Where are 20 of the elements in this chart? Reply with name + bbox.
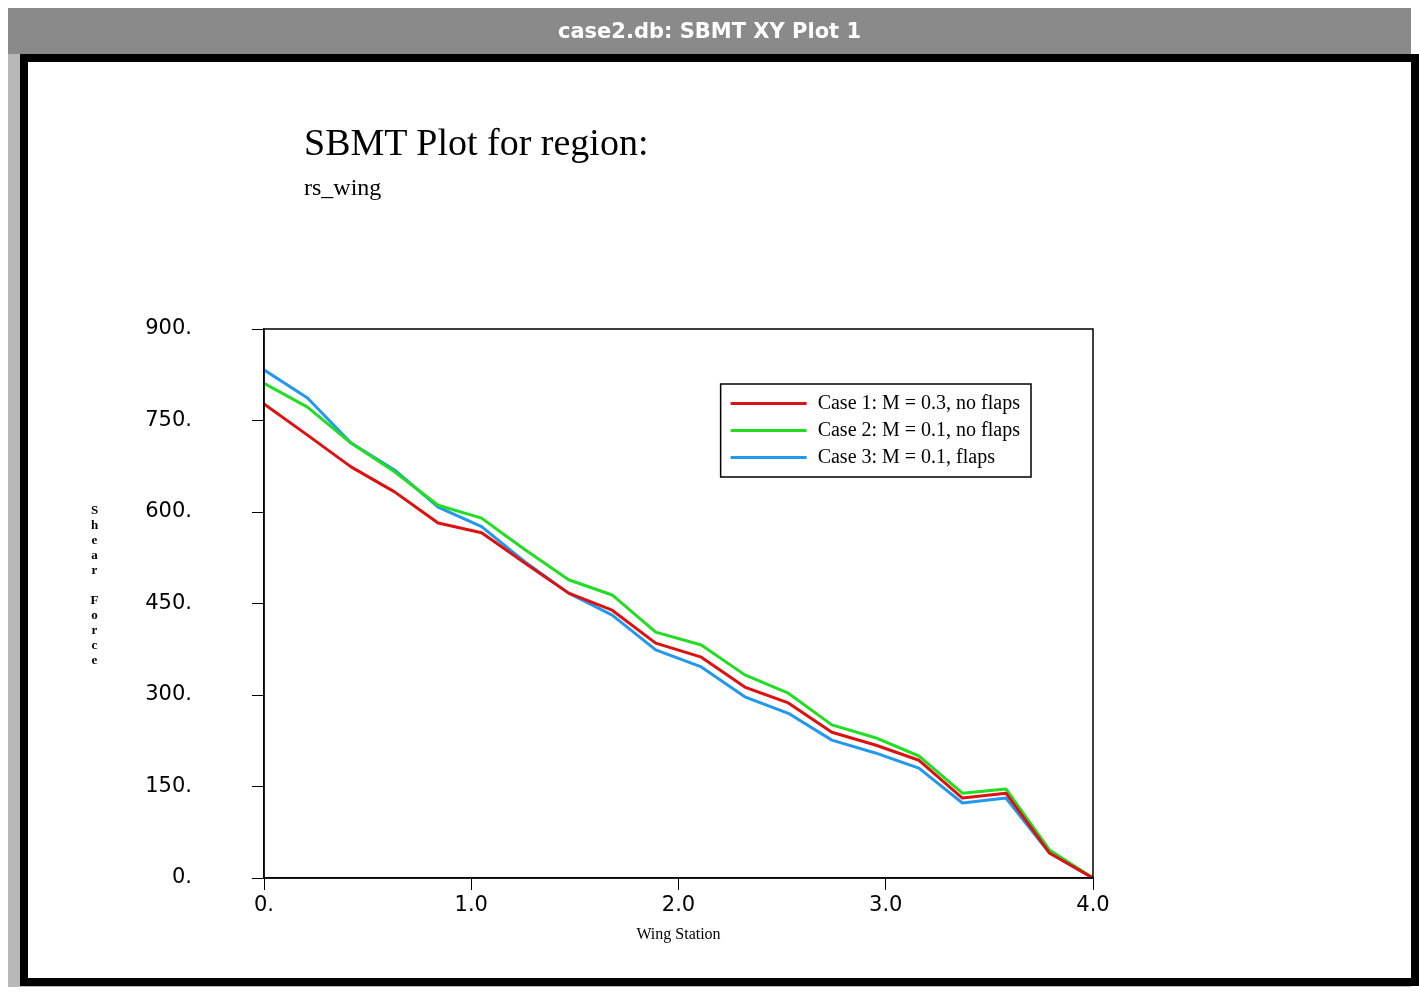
y-tick-label: 450.: [145, 589, 192, 614]
chart-subtitle: rs_wing: [304, 174, 382, 201]
y-tick-label: 900.: [145, 315, 192, 340]
y-tick-label: 0.: [171, 864, 192, 889]
y-tick-label: 600.: [145, 498, 192, 523]
y-tick-label: 300.: [145, 681, 192, 706]
x-tick-label: 1.0: [454, 892, 488, 917]
x-tick-label: 4.0: [1076, 892, 1110, 917]
y-tick-label: 750.: [145, 406, 192, 431]
y-tick-label: 150.: [145, 772, 192, 797]
legend-label: Case 1: M = 0.3, no flaps: [817, 390, 1021, 414]
text: case2.db: SBMT XY Plot 1: [557, 19, 862, 43]
y-axis-title: Shear Force: [87, 502, 102, 667]
x-tick-label: 3.0: [869, 892, 903, 917]
x-tick-label: 0.: [253, 892, 275, 917]
chart-title: SBMT Plot for region:: [304, 120, 649, 164]
x-axis-title: Wing Station: [636, 924, 721, 943]
legend-label: Case 2: M = 0.1, no flaps: [817, 417, 1021, 441]
legend-label: Case 3: M = 0.1, flaps: [817, 444, 996, 468]
x-tick-label: 2.0: [661, 892, 696, 917]
